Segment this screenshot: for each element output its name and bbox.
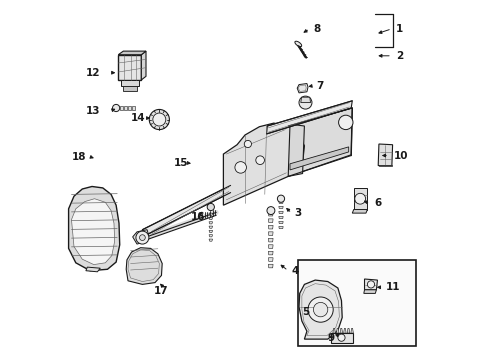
Polygon shape: [133, 230, 148, 244]
Polygon shape: [122, 86, 137, 91]
Polygon shape: [333, 328, 335, 333]
Polygon shape: [118, 51, 146, 55]
Circle shape: [299, 96, 312, 109]
Text: 15: 15: [174, 158, 188, 168]
Polygon shape: [379, 165, 392, 166]
Polygon shape: [279, 221, 283, 224]
Polygon shape: [143, 185, 231, 237]
Polygon shape: [364, 290, 376, 293]
Polygon shape: [331, 333, 353, 343]
Text: 8: 8: [314, 24, 320, 34]
Polygon shape: [209, 217, 213, 220]
Circle shape: [339, 115, 353, 130]
Circle shape: [368, 281, 374, 288]
Polygon shape: [209, 226, 213, 228]
Polygon shape: [354, 188, 368, 210]
Polygon shape: [378, 144, 392, 166]
Circle shape: [338, 334, 345, 341]
Polygon shape: [132, 106, 135, 110]
Polygon shape: [126, 248, 162, 284]
Bar: [298, 260, 416, 346]
Polygon shape: [365, 279, 377, 290]
Polygon shape: [141, 51, 146, 80]
Polygon shape: [124, 106, 127, 110]
Polygon shape: [279, 201, 283, 203]
Polygon shape: [269, 245, 273, 248]
Circle shape: [140, 235, 145, 240]
Text: 6: 6: [374, 198, 381, 208]
Polygon shape: [347, 328, 350, 333]
Text: 17: 17: [154, 286, 169, 296]
Circle shape: [235, 162, 246, 173]
Polygon shape: [340, 328, 343, 333]
Circle shape: [149, 109, 170, 130]
Circle shape: [207, 203, 215, 211]
Text: 12: 12: [86, 68, 100, 78]
Polygon shape: [290, 147, 349, 170]
Circle shape: [277, 195, 285, 202]
Text: 11: 11: [386, 282, 401, 292]
Polygon shape: [269, 232, 273, 235]
Polygon shape: [269, 264, 273, 268]
Circle shape: [355, 193, 366, 204]
Polygon shape: [269, 225, 273, 229]
Text: 14: 14: [130, 113, 145, 123]
Text: 3: 3: [294, 208, 302, 218]
Polygon shape: [269, 219, 273, 222]
Polygon shape: [209, 213, 213, 215]
Circle shape: [308, 297, 333, 322]
Polygon shape: [297, 84, 308, 93]
Text: 16: 16: [191, 212, 205, 222]
Polygon shape: [288, 108, 352, 176]
Text: 18: 18: [72, 152, 86, 162]
Polygon shape: [86, 267, 100, 272]
Text: 13: 13: [86, 106, 100, 116]
Circle shape: [153, 113, 166, 126]
Polygon shape: [209, 230, 213, 233]
Circle shape: [113, 104, 120, 112]
Polygon shape: [118, 55, 141, 80]
Polygon shape: [343, 328, 346, 333]
Polygon shape: [279, 211, 283, 213]
Circle shape: [256, 156, 265, 165]
Polygon shape: [352, 210, 368, 213]
Polygon shape: [121, 106, 123, 110]
Polygon shape: [351, 328, 353, 333]
Polygon shape: [288, 124, 304, 176]
Polygon shape: [69, 186, 120, 271]
Polygon shape: [337, 328, 339, 333]
Polygon shape: [269, 251, 273, 255]
Polygon shape: [269, 212, 273, 216]
Polygon shape: [279, 226, 283, 229]
Text: 1: 1: [396, 24, 403, 34]
Polygon shape: [209, 222, 213, 224]
Polygon shape: [279, 216, 283, 219]
Text: 5: 5: [302, 307, 309, 318]
Polygon shape: [269, 258, 273, 261]
Polygon shape: [301, 97, 311, 103]
Text: 2: 2: [396, 51, 403, 61]
Polygon shape: [209, 239, 213, 241]
Text: 10: 10: [393, 150, 408, 161]
Polygon shape: [269, 238, 273, 242]
Polygon shape: [223, 123, 304, 205]
Circle shape: [136, 231, 149, 244]
Polygon shape: [128, 106, 131, 110]
Circle shape: [245, 140, 251, 148]
Circle shape: [267, 207, 275, 215]
Text: 4: 4: [291, 266, 298, 276]
Circle shape: [314, 302, 328, 317]
Polygon shape: [279, 206, 283, 208]
Ellipse shape: [295, 41, 302, 47]
Text: 7: 7: [316, 81, 324, 91]
Polygon shape: [72, 199, 115, 265]
Text: 9: 9: [327, 333, 334, 343]
Polygon shape: [121, 80, 139, 86]
Polygon shape: [299, 280, 342, 339]
Polygon shape: [267, 101, 352, 134]
Polygon shape: [209, 235, 213, 237]
